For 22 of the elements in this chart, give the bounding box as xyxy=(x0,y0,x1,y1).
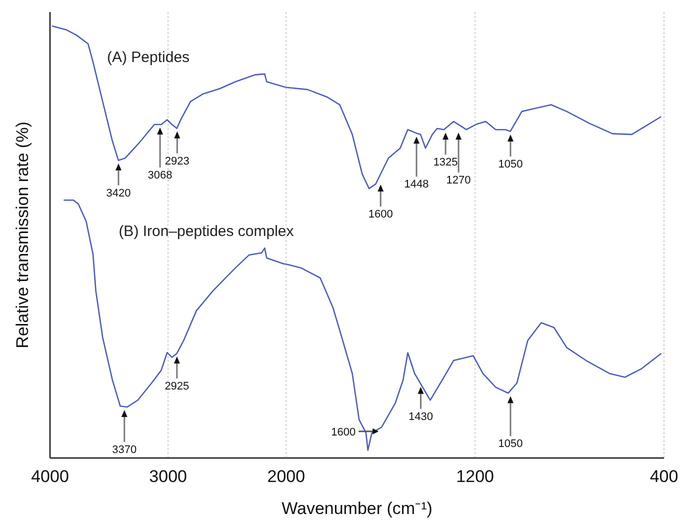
annotation: 1600 xyxy=(331,426,356,438)
annotation: 1270 xyxy=(446,174,471,187)
annotation: 1430 xyxy=(408,410,434,423)
annotation: 3420 xyxy=(106,187,131,200)
annotation: 2923 xyxy=(164,155,190,168)
annotation: 2925 xyxy=(164,380,190,392)
series-label: (A) Peptides xyxy=(107,49,190,66)
annotation: 1050 xyxy=(498,438,523,450)
x-tick-label: 4000 xyxy=(31,467,69,486)
x-tick-label: 3000 xyxy=(149,467,187,486)
x-axis-title: Wavenumber (cm⁻¹) xyxy=(282,499,432,518)
annotation: 1050 xyxy=(498,158,523,170)
annotation: 1448 xyxy=(404,178,429,191)
x-tick-label: 2000 xyxy=(267,467,306,486)
series-label: (B) Iron–peptides complex xyxy=(118,223,294,240)
annotation: 1600 xyxy=(368,208,393,220)
annotation: 1325 xyxy=(433,156,458,169)
x-tick-label: 400 xyxy=(650,467,678,486)
annotation: 3068 xyxy=(148,169,172,182)
annotation: 3370 xyxy=(112,444,137,456)
x-tick-label: 1200 xyxy=(456,467,494,486)
y-axis-title: Relative transmission rate (%) xyxy=(13,122,32,348)
